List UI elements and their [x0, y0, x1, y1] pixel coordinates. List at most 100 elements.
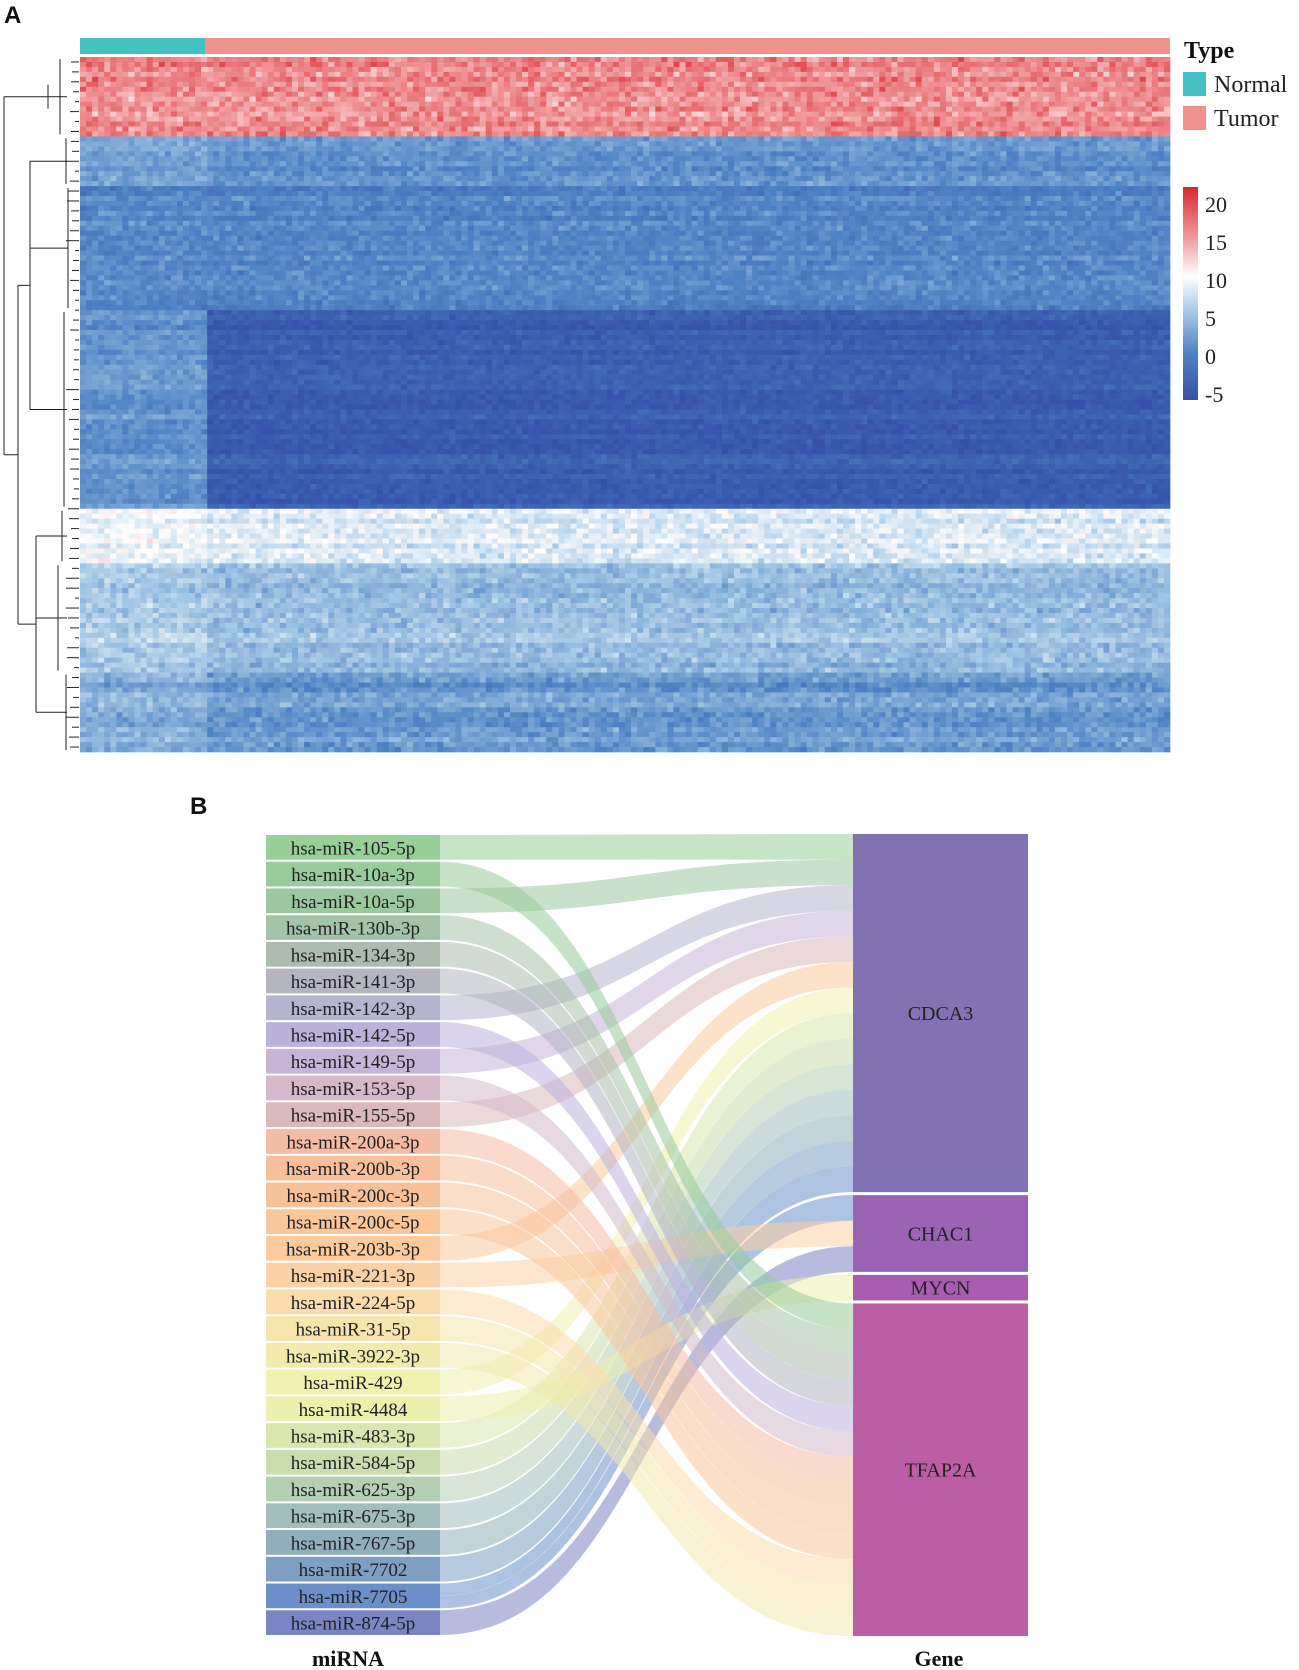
heatmap-cell: [1024, 91, 1032, 98]
heatmap-cell: [1067, 131, 1074, 137]
heatmap-cell: [388, 116, 396, 122]
heatmap-cell: [261, 126, 269, 132]
heatmap-cell: [818, 76, 826, 83]
heatmap-cell: [661, 156, 668, 162]
heatmap-cell: [419, 116, 426, 122]
heatmap-cell: [328, 121, 335, 127]
heatmap-cell: [1163, 146, 1171, 152]
heatmap-cell: [746, 126, 753, 132]
heatmap-cell: [818, 131, 826, 137]
heatmap-cell: [824, 131, 832, 137]
heatmap-cell: [673, 126, 680, 132]
heatmap-cell: [1061, 61, 1068, 68]
heatmap-cell: [528, 86, 535, 93]
heatmap-cell: [703, 181, 711, 187]
heatmap-cell: [503, 181, 511, 187]
heatmap-cell: [189, 171, 196, 177]
heatmap-cell: [588, 181, 596, 187]
heatmap-cell: [152, 166, 160, 172]
heatmap-cell: [231, 76, 238, 83]
heatmap-cell: [1061, 156, 1068, 162]
heatmap-cell: [201, 171, 208, 177]
heatmap-cell: [128, 106, 135, 112]
heatmap-cell: [1067, 156, 1074, 162]
heatmap-cell: [237, 136, 244, 142]
heatmap-cell: [328, 81, 335, 88]
heatmap-cell: [1121, 91, 1128, 98]
heatmap-cell: [98, 101, 105, 107]
heatmap-cell: [413, 116, 420, 122]
heatmap-cell: [92, 136, 99, 142]
heatmap-cell: [1024, 121, 1032, 127]
heatmap-cell: [534, 161, 541, 167]
heatmap-cell: [1042, 136, 1050, 142]
heatmap-cell: [516, 66, 523, 73]
heatmap-cell: [195, 61, 202, 68]
heatmap-cell: [1018, 96, 1026, 103]
heatmap-cell: [310, 171, 317, 177]
heatmap-cell: [673, 66, 680, 73]
heatmap-cell: [291, 181, 299, 187]
heatmap-cell: [794, 136, 801, 142]
heatmap-cell: [261, 86, 269, 93]
heatmap-cell: [376, 146, 384, 152]
heatmap-cell: [92, 111, 99, 117]
heatmap-cell: [861, 151, 868, 157]
heatmap-cell: [431, 76, 438, 83]
heatmap-cell: [219, 106, 226, 112]
heatmap-cell: [1036, 161, 1044, 167]
heatmap-cell: [516, 76, 523, 83]
heatmap-cell: [612, 151, 620, 157]
heatmap-cell: [637, 141, 644, 147]
heatmap-cell: [485, 66, 493, 73]
heatmap-cell: [219, 141, 226, 147]
heatmap-cell: [1151, 116, 1159, 122]
heatmap-cell: [1157, 121, 1165, 127]
heatmap-cell: [849, 171, 856, 177]
heatmap-cell: [1163, 96, 1171, 103]
heatmap-cell: [1109, 86, 1116, 93]
heatmap-cell: [970, 71, 977, 78]
heatmap-cell: [273, 106, 281, 112]
heatmap-cell: [952, 76, 959, 83]
heatmap-cell: [1103, 106, 1110, 112]
heatmap-cell: [298, 161, 305, 167]
heatmap-cell: [752, 116, 759, 122]
heatmap-cell: [509, 126, 517, 132]
heatmap-cell: [939, 176, 947, 182]
heatmap-cell: [958, 61, 965, 68]
heatmap-cell: [261, 176, 269, 182]
heatmap-cell: [612, 91, 620, 98]
heatmap-cell: [467, 106, 474, 112]
heatmap-cell: [534, 181, 541, 187]
heatmap-cell: [740, 151, 747, 157]
heatmap-cell: [885, 71, 892, 78]
heatmap-cell: [570, 121, 577, 127]
heatmap-cell: [316, 186, 323, 192]
heatmap-cell: [255, 161, 263, 167]
heatmap-cell: [794, 61, 801, 68]
heatmap-cell: [310, 146, 317, 152]
heatmap-cell: [879, 146, 886, 152]
heatmap-cell: [752, 141, 759, 147]
heatmap-cell: [431, 126, 438, 132]
heatmap-cell: [564, 181, 571, 187]
heatmap-cell: [758, 166, 765, 172]
heatmap-cell: [855, 161, 862, 167]
heatmap-cell: [1103, 176, 1110, 182]
heatmap-cell: [528, 116, 535, 122]
heatmap-cell: [764, 171, 771, 177]
heatmap-cell: [304, 171, 311, 177]
heatmap-cell: [394, 111, 402, 117]
heatmap-cell: [776, 161, 783, 167]
heatmap-cell: [691, 161, 699, 167]
heatmap-cell: [176, 126, 184, 132]
heatmap-cell: [1157, 176, 1165, 182]
heatmap-cell: [394, 81, 402, 88]
heatmap-cell: [388, 176, 396, 182]
heatmap-cell: [933, 176, 941, 182]
heatmap-cell: [612, 181, 620, 187]
heatmap-cell: [503, 126, 511, 132]
heatmap-cell: [564, 131, 571, 137]
heatmap-cell: [279, 101, 287, 107]
